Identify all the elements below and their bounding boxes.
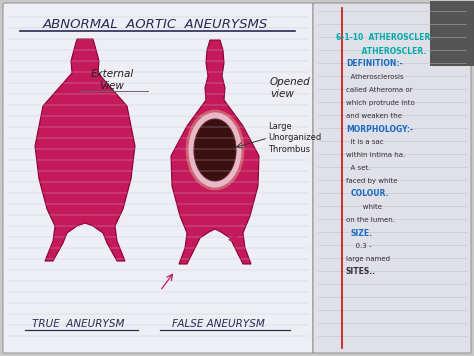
Text: SITES..: SITES.. [346, 267, 376, 277]
Text: and weaken the: and weaken the [346, 113, 402, 119]
Text: ATHEROSCLER.: ATHEROSCLER. [351, 47, 426, 56]
Text: Atherosclerosis: Atherosclerosis [346, 74, 404, 80]
Text: within intima ha.: within intima ha. [346, 152, 405, 158]
Ellipse shape [187, 111, 243, 189]
Text: large named: large named [346, 256, 390, 262]
Text: white: white [356, 204, 382, 210]
Text: which protrude into: which protrude into [346, 100, 415, 106]
Text: A set.: A set. [346, 165, 370, 171]
Text: SIZE.: SIZE. [351, 229, 373, 237]
Text: COLOUR.: COLOUR. [351, 189, 389, 199]
Polygon shape [35, 39, 135, 261]
Text: 0.3 -: 0.3 - [351, 243, 372, 249]
Text: FALSE ANEURYSM: FALSE ANEURYSM [172, 319, 264, 329]
Text: MORPHOLOGY:-: MORPHOLOGY:- [346, 125, 413, 134]
Text: faced by white: faced by white [346, 178, 398, 184]
Text: on the lumen.: on the lumen. [346, 217, 395, 223]
Text: Opened
view: Opened view [270, 77, 311, 99]
FancyBboxPatch shape [430, 1, 474, 66]
Text: Large
Unorganized
Thrombus: Large Unorganized Thrombus [268, 122, 321, 154]
Text: It is a sac: It is a sac [346, 139, 383, 145]
FancyBboxPatch shape [313, 3, 471, 353]
Text: TRUE  ANEURYSM: TRUE ANEURYSM [32, 319, 124, 329]
Text: ABNORMAL  AORTIC  ANEURYSMS: ABNORMAL AORTIC ANEURYSMS [42, 17, 268, 31]
FancyBboxPatch shape [3, 3, 313, 353]
Polygon shape [171, 40, 259, 264]
Text: called Atheroma or: called Atheroma or [346, 87, 412, 93]
Text: External
View: External View [91, 69, 134, 91]
Text: 6-1-10  ATHEROSCLER.: 6-1-10 ATHEROSCLER. [336, 33, 433, 42]
Ellipse shape [194, 119, 236, 181]
Text: DEFINITION:-: DEFINITION:- [346, 59, 402, 68]
